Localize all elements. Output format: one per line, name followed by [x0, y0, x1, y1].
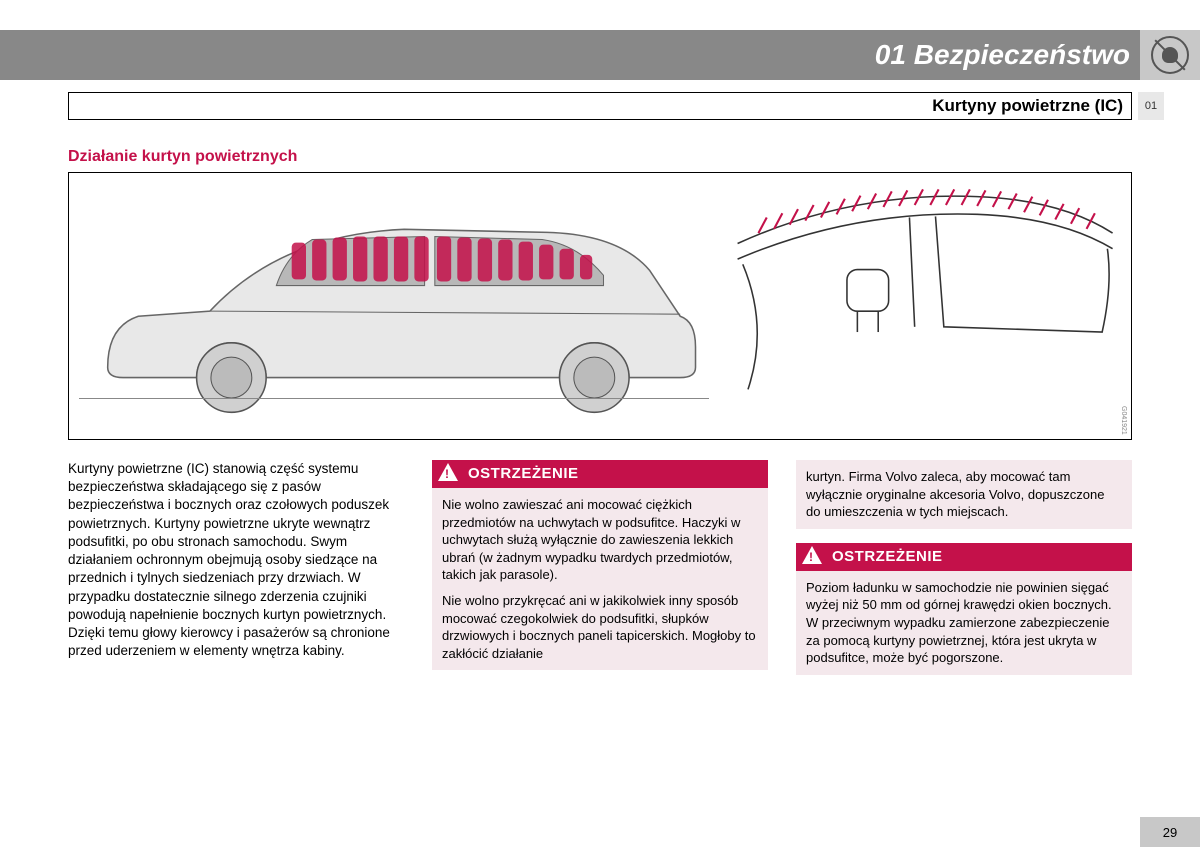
section-subheader: Kurtyny powietrzne (IC) [68, 92, 1132, 120]
warning-triangle-icon [802, 546, 822, 564]
warning-paragraph: Poziom ładunku w samochodzie nie powinie… [806, 579, 1122, 667]
warning-continuation: kurtyn. Firma Volvo zaleca, aby mocować … [796, 460, 1132, 529]
warning-body-2: Poziom ładunku w samochodzie nie powinie… [796, 571, 1132, 675]
seatbelt-warning-icon-box [1140, 30, 1200, 80]
warning-header-2: OSTRZEŻENIE [796, 543, 1132, 571]
interior-illustration [727, 181, 1123, 431]
column-2: OSTRZEŻENIE Nie wolno zawieszać ani moco… [432, 460, 768, 675]
warning-paragraph: kurtyn. Firma Volvo zaleca, aby mocować … [806, 468, 1122, 521]
warning-paragraph: Nie wolno przykręcać ani w jakikolwiek i… [442, 592, 758, 662]
body-columns: Kurtyny powietrzne (IC) stanowią część s… [68, 460, 1132, 675]
page-number: 29 [1140, 817, 1200, 847]
figure-interior-diagram [719, 173, 1131, 439]
figure-image-id: G041921 [1120, 406, 1127, 435]
column-1: Kurtyny powietrzne (IC) stanowią część s… [68, 460, 404, 675]
warning-label: OSTRZEŻENIE [468, 465, 579, 482]
subheader-title: Kurtyny powietrzne (IC) [932, 96, 1123, 116]
page-number-value: 29 [1163, 825, 1177, 840]
seatbelt-icon [1151, 36, 1189, 74]
car-illustration [77, 181, 711, 431]
warning-body-1: Nie wolno zawieszać ani mocować ciężkich… [432, 488, 768, 670]
chapter-header: 01 Bezpieczeństwo [0, 30, 1140, 80]
warning-label: OSTRZEŻENIE [832, 548, 943, 565]
column-3: kurtyn. Firma Volvo zaleca, aby mocować … [796, 460, 1132, 675]
chapter-tab: 01 [1138, 92, 1164, 120]
section-heading: Działanie kurtyn powietrznych [68, 148, 297, 166]
chapter-title: 01 Bezpieczeństwo [875, 39, 1130, 71]
warning-paragraph: Nie wolno zawieszać ani mocować ciężkich… [442, 496, 758, 584]
warning-header-1: OSTRZEŻENIE [432, 460, 768, 488]
ground-line [79, 398, 709, 399]
figure-car-side [69, 173, 719, 439]
warning-triangle-icon [438, 463, 458, 481]
figure-container: G041921 [68, 172, 1132, 440]
body-paragraph: Kurtyny powietrzne (IC) stanowią część s… [68, 460, 404, 660]
